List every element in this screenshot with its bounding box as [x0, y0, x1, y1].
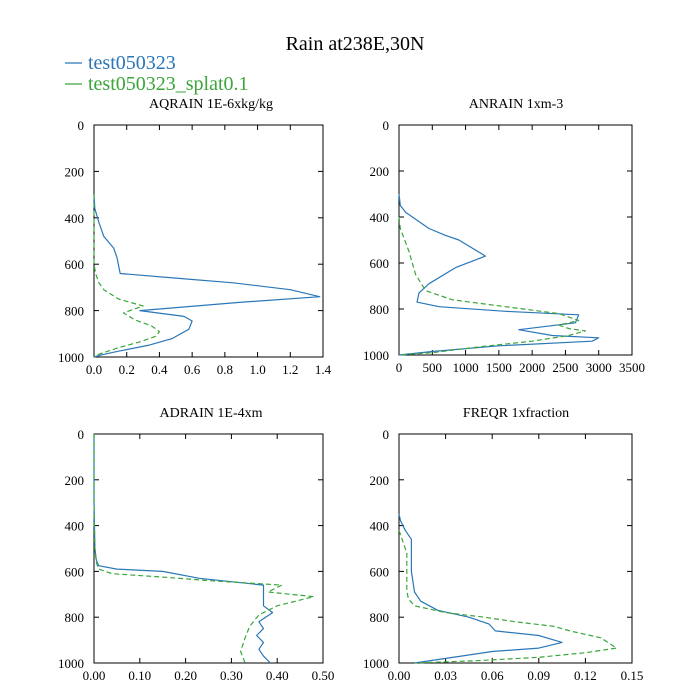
- panel-title: AQRAIN 1E-6xkg/kg: [149, 97, 273, 112]
- plot-frame: [93, 433, 324, 664]
- y-tick-label: 600: [65, 564, 85, 579]
- y-tick-label: 400: [370, 210, 390, 225]
- x-tick-label: 1500: [486, 360, 512, 375]
- y-tick-label: 200: [65, 473, 85, 488]
- legend-label-splat: test050323_splat0.1: [88, 73, 249, 95]
- y-tick-label: 1000: [58, 656, 84, 671]
- y-tick-label: 600: [370, 256, 390, 271]
- x-tick-label: 1.0: [249, 362, 265, 377]
- x-tick-label: 500: [423, 360, 443, 375]
- x-tick-label: 0.03: [434, 668, 457, 683]
- panel-anrain: ANRAIN 1xm-3 0 500 1000 1500 2000 2500 3000 350…: [363, 97, 645, 375]
- y-tick-label: 800: [370, 302, 390, 317]
- figure-title: Rain at238E,30N: [286, 33, 425, 55]
- x-tick-label: 0.00: [388, 668, 411, 683]
- series-line-test050323: [398, 193, 600, 356]
- series-line-splat: [93, 194, 160, 358]
- x-tick-label: 0.0: [86, 362, 102, 377]
- series-line-test050323: [93, 194, 321, 358]
- x-tick-label: 2000: [519, 360, 545, 375]
- series-line-test050323: [93, 434, 274, 664]
- y-tick-label: 200: [370, 473, 390, 488]
- y-tick-label: 0: [383, 118, 390, 133]
- y-tick-label: 400: [65, 211, 85, 226]
- x-tick-label: 0.40: [266, 668, 289, 683]
- x-tick-label: 0.4: [151, 362, 168, 377]
- x-tick-label: 3500: [619, 360, 645, 375]
- y-tick-label: 800: [65, 304, 85, 319]
- y-tick-label: 1000: [363, 656, 389, 671]
- x-tick-label: 0.50: [312, 668, 335, 683]
- panel-title: ADRAIN 1E-4xm: [159, 406, 262, 421]
- y-tick-label: 400: [65, 519, 85, 534]
- series-line-splat: [93, 434, 315, 664]
- panel-aqrain: AQRAIN 1E-6xkg/kg 0.0 0.2 0.4 0.6 0.8 1.0 1.2 1…: [58, 97, 332, 377]
- x-tick-label: 0: [396, 360, 403, 375]
- x-tick-label: 0.09: [527, 668, 550, 683]
- panel-adrain: ADRAIN 1E-4xm 0.00 0.10 0.20 0.30 0.40 0.50 0 2…: [58, 406, 334, 683]
- x-tick-label: 0.12: [574, 668, 597, 683]
- y-tick-label: 800: [370, 610, 390, 625]
- x-tick-label: 0.15: [621, 668, 644, 683]
- y-tick-label: 0: [78, 118, 85, 133]
- x-tick-label: 0.8: [217, 362, 233, 377]
- x-tick-label: 1.2: [282, 362, 298, 377]
- series-line-splat: [398, 216, 587, 356]
- plot-frame: [398, 433, 633, 664]
- x-tick-label: 0.06: [481, 668, 504, 683]
- series-line-splat: [398, 530, 618, 664]
- y-tick-label: 800: [65, 610, 85, 625]
- plot-frame: [398, 124, 633, 356]
- x-tick-label: 0.2: [119, 362, 135, 377]
- x-tick-label: 0.20: [174, 668, 197, 683]
- x-tick-label: 1.4: [315, 362, 332, 377]
- panel-title: ANRAIN 1xm-3: [469, 97, 564, 112]
- legend-label-test050323: test050323: [88, 52, 176, 74]
- y-tick-label: 1000: [363, 348, 389, 363]
- series-line-test050323: [398, 513, 563, 664]
- y-tick-label: 200: [370, 164, 390, 179]
- y-tick-label: 600: [65, 257, 85, 272]
- legend: test050323 test050323_splat0.1: [65, 52, 249, 95]
- plot-frame: [93, 124, 324, 358]
- x-tick-label: 2500: [552, 360, 578, 375]
- y-tick-label: 200: [65, 164, 85, 179]
- y-tick-label: 400: [370, 519, 390, 534]
- y-tick-label: 1000: [58, 350, 84, 365]
- y-tick-label: 600: [370, 564, 390, 579]
- x-tick-label: 3000: [586, 360, 612, 375]
- panel-title: FREQR 1xfraction: [463, 406, 569, 421]
- x-tick-label: 0.6: [184, 362, 201, 377]
- x-tick-label: 1000: [453, 360, 479, 375]
- y-tick-label: 0: [78, 427, 85, 442]
- x-tick-label: 0.10: [128, 668, 151, 683]
- y-tick-label: 0: [383, 427, 390, 442]
- x-tick-label: 0.00: [83, 668, 106, 683]
- panel-freqr: FREQR 1xfraction 0.00 0.03 0.06 0.09 0.12 0.1…: [363, 406, 643, 683]
- x-tick-label: 0.30: [220, 668, 243, 683]
